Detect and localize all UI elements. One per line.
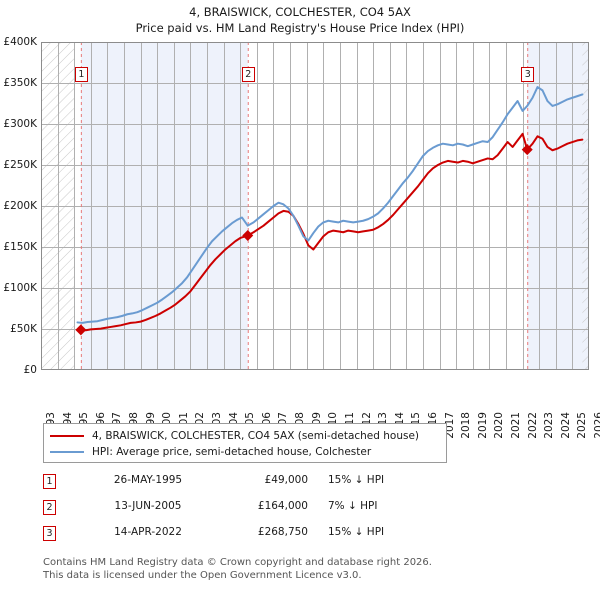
table-row: 1 26-MAY-1995 £49,000 15% ↓ HPI — [43, 472, 463, 498]
table-row: 3 14-APR-2022 £268,750 15% ↓ HPI — [43, 524, 463, 550]
footer-attribution: Contains HM Land Registry data © Crown c… — [43, 557, 583, 582]
transaction-flag-3: 3 — [521, 67, 535, 82]
y-tick-label: £150K — [3, 241, 37, 253]
transaction-hpi-delta: 15% ↓ HPI — [328, 526, 385, 538]
x-tick-label: 2026 — [593, 412, 600, 439]
y-tick-label: £0 — [23, 364, 37, 376]
transaction-points — [75, 144, 533, 336]
transactions-table: 1 26-MAY-1995 £49,000 15% ↓ HPI 2 13-JUN… — [43, 472, 463, 550]
transaction-flag-2: 2 — [241, 67, 255, 82]
title-block: 4, BRAISWICK, COLCHESTER, CO4 5AX Price … — [0, 4, 600, 36]
page-title: 4, BRAISWICK, COLCHESTER, CO4 5AX — [189, 5, 411, 19]
legend-item-hpi: HPI: Average price, semi-detached house,… — [50, 444, 440, 460]
y-tick-label: £250K — [3, 159, 37, 171]
transaction-hpi-delta: 7% ↓ HPI — [328, 500, 378, 512]
transaction-index-badge: 2 — [43, 500, 56, 515]
footer-line-licence: This data is licensed under the Open Gov… — [43, 569, 362, 581]
y-tick-label: £400K — [3, 36, 37, 48]
gridlines — [41, 42, 589, 370]
x-tick-label: 2025 — [576, 412, 589, 439]
legend-label-hpi: HPI: Average price, semi-detached house,… — [92, 446, 372, 458]
x-tick-label: 2024 — [559, 412, 572, 439]
transaction-hpi-delta: 15% ↓ HPI — [328, 474, 385, 486]
x-tick-label: 2021 — [509, 412, 522, 439]
transaction-date: 26-MAY-1995 — [113, 474, 183, 486]
price-history-chart — [41, 42, 589, 370]
y-tick-label: £100K — [3, 282, 37, 294]
transaction-price: £49,000 — [264, 474, 308, 486]
legend-item-price-paid: 4, BRAISWICK, COLCHESTER, CO4 5AX (semi-… — [50, 428, 440, 444]
x-tick-label: 2022 — [526, 412, 539, 439]
footer-line-copyright: Contains HM Land Registry data © Crown c… — [43, 557, 432, 568]
x-tick-label: 2023 — [543, 412, 556, 439]
x-tick-label: 2018 — [460, 412, 473, 439]
chart-plot-area: 1 2 3 — [41, 42, 589, 370]
y-tick-label: £350K — [3, 77, 37, 89]
table-row: 2 13-JUN-2005 £164,000 7% ↓ HPI — [43, 498, 463, 524]
legend-swatch-price-paid — [50, 435, 84, 437]
transaction-date: 14-APR-2022 — [114, 526, 182, 538]
transaction-index-badge: 3 — [43, 526, 56, 541]
y-tick-label: £200K — [3, 200, 37, 212]
y-tick-label: £300K — [3, 118, 37, 130]
transaction-markers-lines — [80, 42, 529, 370]
x-tick-label: 2019 — [476, 412, 489, 439]
legend-label-price-paid: 4, BRAISWICK, COLCHESTER, CO4 5AX (semi-… — [92, 430, 420, 442]
transaction-date: 13-JUN-2005 — [114, 500, 182, 512]
plot-border — [41, 42, 589, 370]
transaction-price: £164,000 — [257, 500, 308, 512]
x-axis: 1993199419951996199719981999200020012002… — [0, 374, 600, 439]
legend-swatch-hpi — [50, 451, 84, 453]
transaction-index-badge: 1 — [43, 474, 56, 489]
y-tick-label: £50K — [10, 323, 37, 335]
page-subtitle: Price paid vs. HM Land Registry's House … — [135, 21, 465, 35]
transaction-price: £268,750 — [257, 526, 308, 538]
chart-legend: 4, BRAISWICK, COLCHESTER, CO4 5AX (semi-… — [43, 423, 447, 463]
data-series — [76, 86, 584, 332]
x-tick-label: 2020 — [493, 412, 506, 439]
transaction-flag-1: 1 — [74, 67, 88, 82]
